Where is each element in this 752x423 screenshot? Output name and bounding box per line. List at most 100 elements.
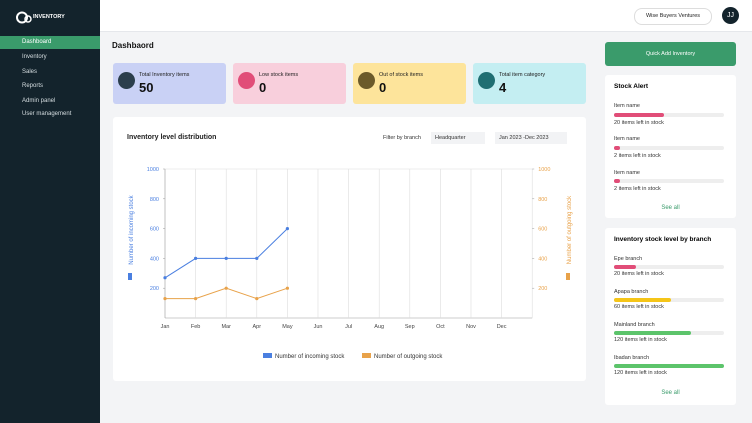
chart-title: Inventory level distribution [127,134,217,141]
series-point [194,256,198,260]
x-tick-label: Jul [345,324,352,330]
series-point [285,227,289,231]
series-point [194,297,198,301]
nav-item[interactable]: Dashboard [0,36,100,49]
y2-tick-label: 400 [538,256,547,262]
avatar[interactable]: JJ [722,7,739,24]
y2-tick-label: 200 [538,286,547,292]
card-label: Total item category [499,72,546,78]
logo-icon [16,11,32,24]
legend-swatch [263,353,272,358]
card-value: 50 [139,80,154,95]
series-point [285,286,289,290]
card-icon [238,72,255,89]
card-icon [358,72,375,89]
sidebar: INVENTORY Dashboard Inventory Sales Repo… [0,0,100,423]
button-label: Quick Add Inventory [645,51,696,57]
x-tick-label: Aug [374,324,384,330]
nav-item[interactable]: Admin panel [22,98,56,104]
y-tick-label: 800 [150,197,159,203]
series-point [163,276,167,280]
axis-key [128,273,132,280]
nav-item[interactable]: User management [22,111,72,117]
stock-alert-card: Stock Alert Item name 20 items left in s… [605,75,736,218]
branch-name: Epe branch [614,256,643,262]
item-status: 2 items left in stock [614,186,661,192]
card-value: 0 [379,80,387,95]
bar-fill [614,265,636,269]
stat-card: Out of stock items 0 [353,63,466,104]
bar-fill [614,146,620,150]
bar-fill [614,113,664,117]
card-label: Out of stock items [379,72,424,78]
bar-track [614,146,724,150]
card-icon [118,72,135,89]
y2-axis-label: Number of outgoing stock [567,195,573,264]
branch-status: 120 items left in stock [614,370,667,376]
logo-text: INVENTORY [33,14,65,20]
card-label: Total Inventory items [139,72,190,78]
see-all-link[interactable]: See all [661,205,680,211]
card-value: 4 [499,80,507,95]
y-axis-label: Number of incoming stock [129,194,135,264]
card-icon [478,72,495,89]
filter-label: Filter by branch [383,135,421,141]
item-name: Item name [614,103,640,109]
series-point [224,256,228,260]
x-tick-label: Nov [466,324,476,330]
chart-panel: Inventory level distribution Filter by b… [113,117,586,381]
x-tick-label: Oct [436,324,445,330]
bar-track [614,179,724,183]
card-title: Stock Alert [614,83,649,90]
y-tick-label: 1000 [147,167,159,173]
y-tick-label: 600 [150,227,159,233]
axis-key [566,273,570,280]
x-tick-label: Jan [161,324,170,330]
stat-card: Low stock items 0 [233,63,346,104]
legend-label: Number of incoming stock [275,354,345,360]
card-title: Inventory stock level by branch [614,236,712,243]
date-range[interactable]: Jan 2023 -Dec 2023 [495,132,567,144]
x-tick-label: Dec [497,324,507,330]
branch-name: Apapa branch [614,289,649,295]
y-tick-label: 200 [150,286,159,292]
branch-status: 20 items left in stock [614,271,664,277]
business-select[interactable]: Wise Buyers Ventures [634,8,712,25]
series-point [163,297,167,301]
item-name: Item name [614,136,640,142]
x-tick-label: Mar [221,324,231,330]
stat-card: Total Inventory items 50 [113,63,226,104]
item-name: Item name [614,170,640,176]
legend-swatch [362,353,371,358]
nav-item[interactable]: Sales [22,69,38,75]
item-status: 2 items left in stock [614,153,661,159]
quick-add-button[interactable]: Quick Add Inventory [605,42,736,66]
stat-card: Total item category 4 [473,63,586,104]
see-all-link[interactable]: See all [661,390,680,396]
branch-name: Mainland branch [614,322,655,328]
card-value: 0 [259,80,267,95]
series-point [255,256,259,260]
bar-track [614,113,724,117]
bar-track [614,265,724,269]
bar-fill [614,331,691,335]
x-tick-label: Sep [405,324,415,330]
top-bar: Wise Buyers Ventures JJ [100,0,752,32]
branch-status: 60 items left in stock [614,304,664,310]
bar-fill [614,179,620,183]
nav-item[interactable]: Reports [22,83,44,89]
item-status: 20 items left in stock [614,120,664,126]
y-tick-label: 400 [150,256,159,262]
series-point [224,286,228,290]
nav-item[interactable]: Inventory [22,54,47,60]
card-label: Low stock items [259,72,299,78]
bar-fill [614,364,724,368]
x-tick-label: May [282,324,293,330]
filter-select[interactable]: Headquarter [431,132,485,144]
x-tick-label: Apr [253,324,262,330]
y2-tick-label: 800 [538,197,547,203]
branch-status: 120 items left in stock [614,337,667,343]
legend-label: Number of outgoing stock [374,354,443,360]
